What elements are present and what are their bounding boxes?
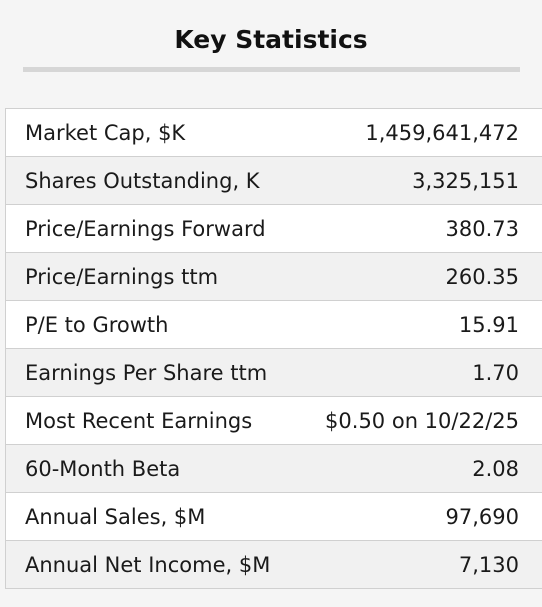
title-divider — [23, 67, 520, 72]
stat-row-shares-outstanding: Shares Outstanding, K 3,325,151 — [5, 157, 542, 205]
stat-value: $0.50 on 10/22/25 — [325, 408, 519, 433]
stat-label: Price/Earnings Forward — [25, 216, 266, 241]
page-title: Key Statistics — [174, 25, 368, 54]
stat-value: 1,459,641,472 — [365, 120, 519, 145]
stat-value: 15.91 — [458, 312, 519, 337]
stat-value: 2.08 — [472, 456, 519, 481]
stat-row-eps-ttm: Earnings Per Share ttm 1.70 — [5, 349, 542, 397]
stat-value: 1.70 — [472, 360, 519, 385]
stat-value: 380.73 — [445, 216, 519, 241]
stat-label: P/E to Growth — [25, 312, 169, 337]
stat-label: Annual Net Income, $M — [25, 552, 271, 577]
stats-header: Key Statistics — [0, 0, 542, 108]
stat-row-pe-ttm: Price/Earnings ttm 260.35 — [5, 253, 542, 301]
stat-value: 260.35 — [445, 264, 519, 289]
stat-label: Shares Outstanding, K — [25, 168, 260, 193]
stat-value: 97,690 — [445, 504, 519, 529]
key-statistics-table: Market Cap, $K 1,459,641,472 Shares Outs… — [5, 108, 542, 589]
stat-label: Most Recent Earnings — [25, 408, 253, 433]
stat-label: Annual Sales, $M — [25, 504, 206, 529]
stat-row-pe-forward: Price/Earnings Forward 380.73 — [5, 205, 542, 253]
stat-row-beta: 60-Month Beta 2.08 — [5, 445, 542, 493]
stat-row-pe-to-growth: P/E to Growth 15.91 — [5, 301, 542, 349]
stat-label: 60-Month Beta — [25, 456, 181, 481]
stat-row-market-cap: Market Cap, $K 1,459,641,472 — [5, 109, 542, 157]
stat-row-recent-earnings: Most Recent Earnings $0.50 on 10/22/25 — [5, 397, 542, 445]
stat-value: 3,325,151 — [412, 168, 519, 193]
stat-label: Market Cap, $K — [25, 120, 186, 145]
stat-row-net-income: Annual Net Income, $M 7,130 — [5, 541, 542, 589]
stat-label: Earnings Per Share ttm — [25, 360, 268, 385]
stat-label: Price/Earnings ttm — [25, 264, 219, 289]
stat-row-annual-sales: Annual Sales, $M 97,690 — [5, 493, 542, 541]
stat-value: 7,130 — [458, 552, 519, 577]
